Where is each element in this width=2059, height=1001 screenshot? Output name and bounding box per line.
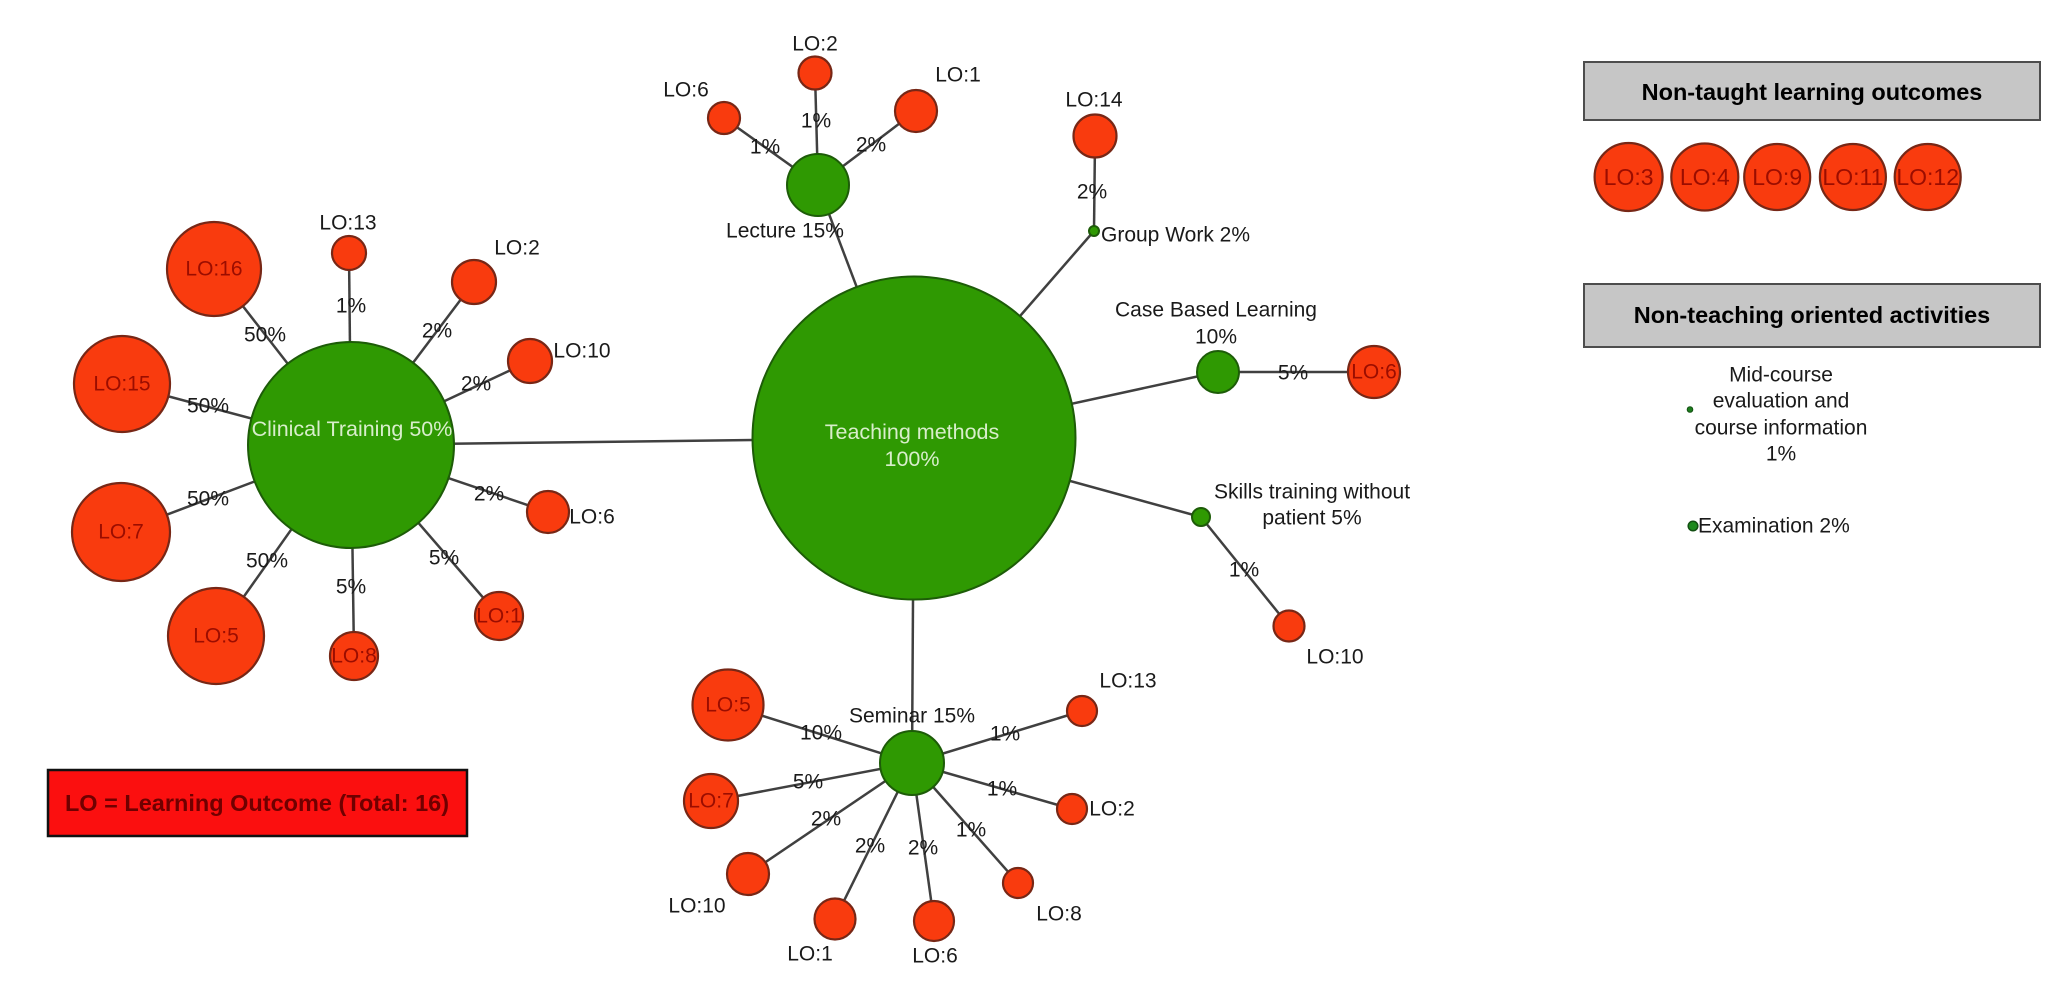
svg-text:LO:15: LO:15 — [93, 373, 150, 396]
svg-text:LO:2: LO:2 — [792, 33, 838, 56]
svg-text:LO:11: LO:11 — [1822, 164, 1883, 190]
svg-text:LO:7: LO:7 — [98, 521, 144, 544]
svg-text:LO:3: LO:3 — [1604, 164, 1654, 190]
svg-text:5%: 5% — [793, 771, 823, 794]
svg-text:Non-taught learning outcomes: Non-taught learning outcomes — [1642, 79, 1983, 105]
svg-text:LO:6: LO:6 — [912, 945, 958, 968]
svg-text:LO:16: LO:16 — [185, 258, 242, 281]
svg-text:50%: 50% — [187, 488, 229, 511]
svg-text:2%: 2% — [855, 835, 885, 858]
svg-text:Clinical Training 50%: Clinical Training 50% — [252, 417, 453, 441]
svg-text:10%: 10% — [800, 722, 842, 745]
svg-text:LO:4: LO:4 — [1680, 164, 1730, 190]
svg-text:2%: 2% — [461, 373, 491, 396]
svg-text:LO:8: LO:8 — [1036, 903, 1082, 926]
svg-text:LO:13: LO:13 — [319, 212, 376, 235]
svg-text:1%: 1% — [1766, 443, 1796, 466]
svg-text:Group Work 2%: Group Work 2% — [1101, 224, 1250, 247]
svg-text:LO:9: LO:9 — [1752, 164, 1802, 190]
svg-text:course information: course information — [1695, 417, 1868, 440]
svg-text:LO:1: LO:1 — [476, 605, 522, 628]
svg-text:LO:6: LO:6 — [569, 506, 615, 529]
svg-text:LO:10: LO:10 — [553, 340, 610, 363]
svg-text:10%: 10% — [1195, 326, 1237, 349]
svg-text:Non-teaching oriented activiti: Non-teaching oriented activities — [1634, 302, 1990, 328]
svg-text:LO:10: LO:10 — [1306, 646, 1363, 669]
svg-text:Lecture 15%: Lecture 15% — [726, 220, 844, 243]
svg-text:Mid-course: Mid-course — [1729, 364, 1833, 387]
svg-text:LO = Learning Outcome (Total:: LO = Learning Outcome (Total: 16) — [65, 790, 449, 816]
svg-text:Case Based Learning: Case Based Learning — [1115, 299, 1317, 322]
svg-text:5%: 5% — [1278, 362, 1308, 385]
svg-text:LO:2: LO:2 — [1089, 798, 1135, 821]
svg-text:2%: 2% — [474, 483, 504, 506]
svg-text:patient 5%: patient 5% — [1262, 507, 1361, 530]
svg-text:Teaching methods: Teaching methods — [825, 420, 1000, 444]
svg-text:1%: 1% — [990, 723, 1020, 746]
svg-text:LO:7: LO:7 — [688, 790, 734, 813]
svg-text:LO:14: LO:14 — [1065, 89, 1123, 112]
svg-text:1%: 1% — [336, 295, 366, 318]
svg-text:Seminar 15%: Seminar 15% — [849, 705, 975, 728]
svg-text:LO:10: LO:10 — [668, 895, 725, 918]
svg-text:50%: 50% — [246, 550, 288, 573]
svg-text:LO:6: LO:6 — [663, 79, 709, 102]
svg-text:LO:5: LO:5 — [705, 694, 751, 717]
svg-text:50%: 50% — [244, 324, 286, 347]
svg-text:LO:8: LO:8 — [331, 645, 377, 668]
svg-text:1%: 1% — [750, 136, 780, 159]
svg-text:2%: 2% — [1077, 181, 1107, 204]
svg-text:LO:1: LO:1 — [787, 943, 833, 966]
svg-text:LO:5: LO:5 — [193, 625, 239, 648]
svg-text:1%: 1% — [987, 778, 1017, 801]
svg-text:1%: 1% — [956, 819, 986, 842]
svg-text:2%: 2% — [422, 320, 452, 343]
svg-text:evaluation and: evaluation and — [1713, 390, 1850, 413]
svg-text:LO:13: LO:13 — [1099, 670, 1156, 693]
svg-text:2%: 2% — [908, 837, 938, 860]
svg-text:5%: 5% — [336, 576, 366, 599]
svg-text:100%: 100% — [885, 447, 940, 471]
svg-text:LO:1: LO:1 — [935, 64, 981, 87]
svg-text:LO:12: LO:12 — [1896, 164, 1959, 190]
svg-text:Skills training without: Skills training without — [1214, 481, 1410, 504]
svg-text:1%: 1% — [1229, 559, 1259, 582]
svg-text:LO:2: LO:2 — [494, 237, 540, 260]
svg-text:5%: 5% — [429, 547, 459, 570]
svg-text:Examination 2%: Examination 2% — [1698, 515, 1850, 538]
svg-text:2%: 2% — [856, 134, 886, 157]
svg-text:2%: 2% — [811, 808, 841, 831]
svg-text:1%: 1% — [801, 110, 831, 133]
svg-text:LO:6: LO:6 — [1351, 361, 1397, 384]
svg-text:50%: 50% — [187, 395, 229, 418]
